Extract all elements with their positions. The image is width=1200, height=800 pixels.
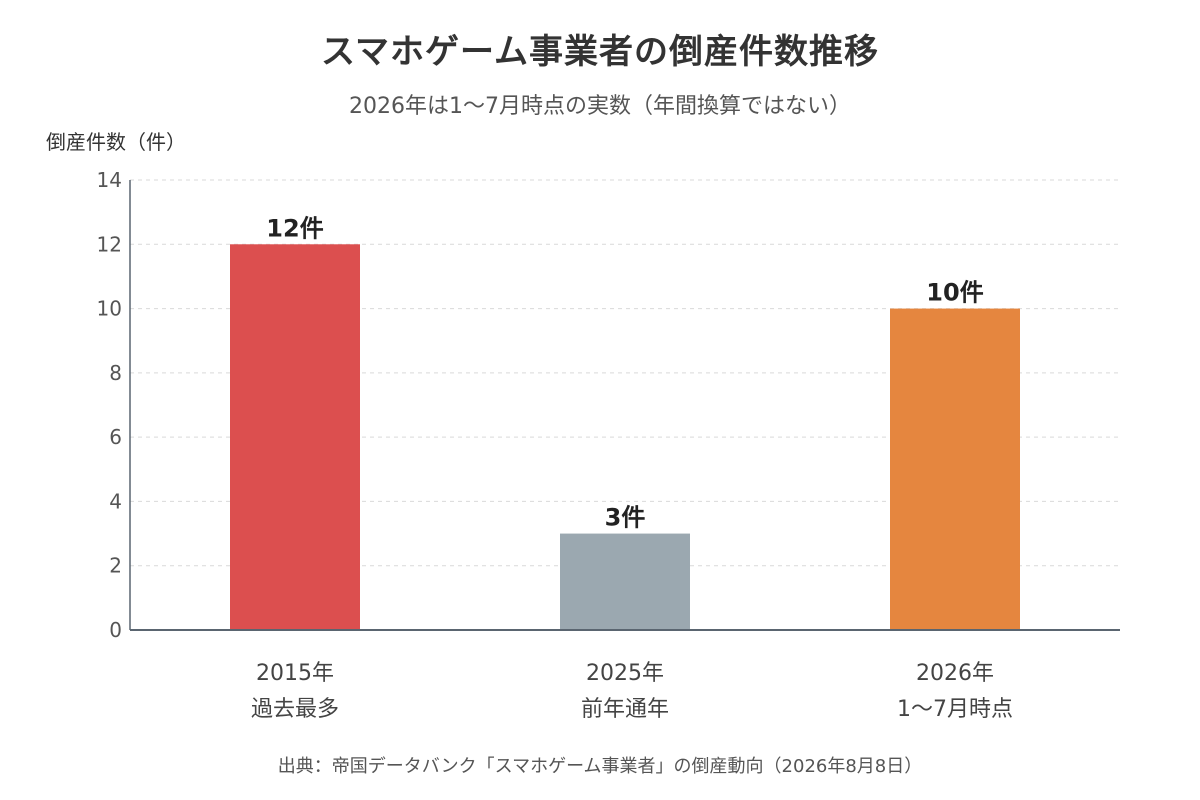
y-tick-label: 12 [97,232,122,256]
chart-subtitle: 2026年は1〜7月時点の実数（年間換算ではない） [349,94,851,119]
data-label: 3件 [605,504,646,532]
y-axis-label: 倒産件数（件） [46,130,186,154]
y-tick-labels: 0 2 4 6 8 10 12 14 [97,168,122,642]
category-label: 2015年 [256,661,334,686]
data-labels: 12件 3件 10件 [266,214,983,531]
bar [230,244,360,631]
category-label: 前年通年 [581,697,669,722]
source-note: 出典：帝国データバンク「スマホゲーム事業者」の倒産動向（2026年8月8日） [277,756,923,777]
bars [230,244,1020,631]
y-tick-label: 10 [97,297,122,321]
category-label: 過去最多 [251,697,339,722]
y-tick-label: 0 [109,618,122,642]
data-label: 12件 [266,214,323,242]
bar [890,308,1020,630]
category-label: 2025年 [586,661,664,686]
category-label: 2026年 [916,661,994,686]
category-label: 1〜7月時点 [897,697,1013,722]
bar [560,533,690,630]
y-tick-label: 8 [109,361,122,385]
data-label: 10件 [926,279,983,307]
chart-title: スマホゲーム事業者の倒産件数推移 [321,32,879,72]
axes [129,180,1120,631]
y-tick-label: 4 [109,489,122,513]
y-tick-label: 2 [109,554,122,578]
y-tick-label: 6 [109,425,122,449]
y-tick-label: 14 [97,168,122,192]
